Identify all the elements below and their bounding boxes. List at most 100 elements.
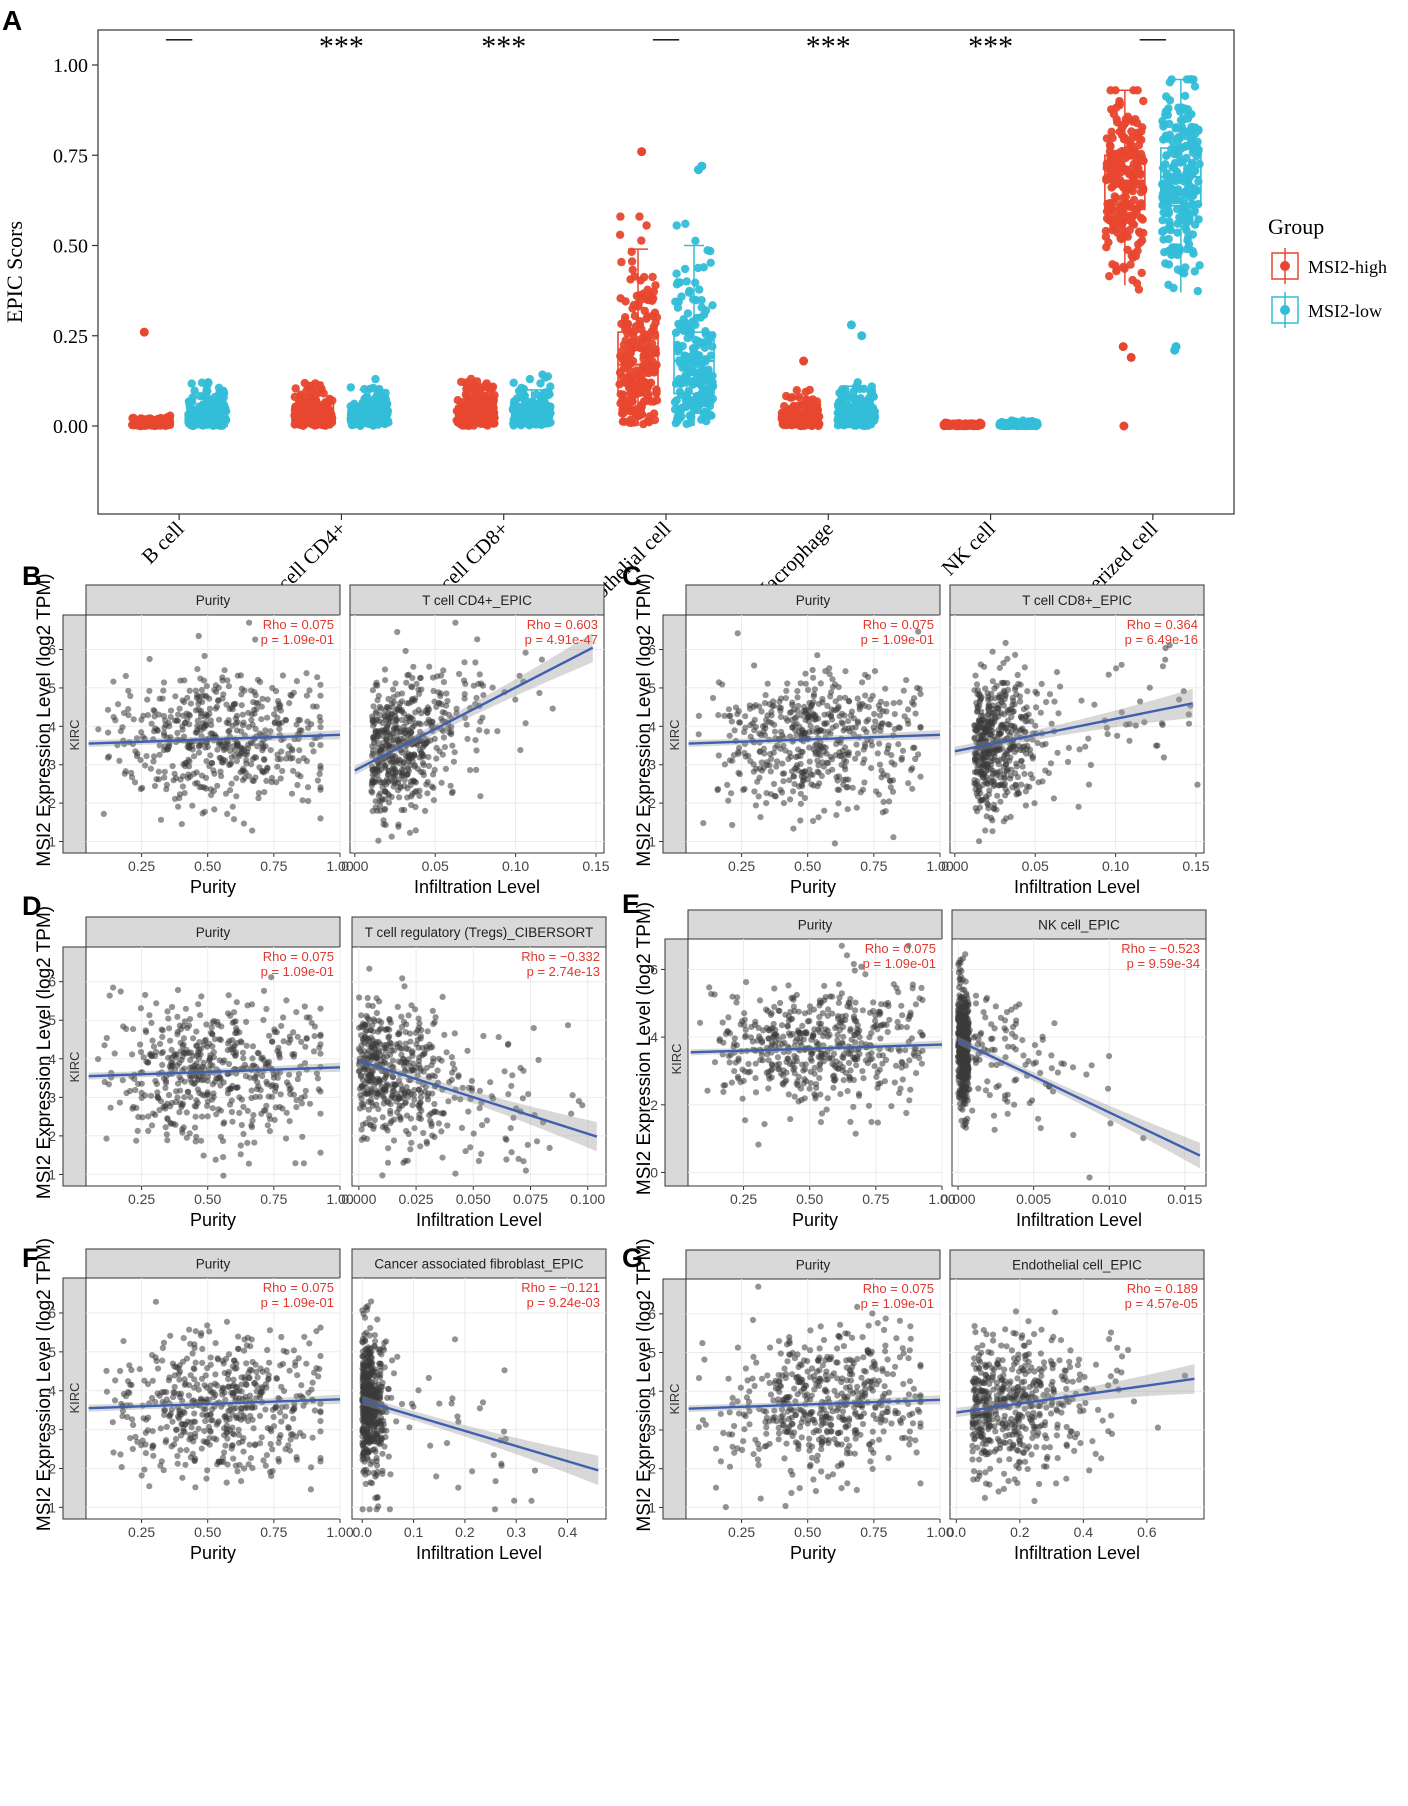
scatter-point <box>522 649 529 656</box>
scatter-point <box>167 707 175 714</box>
scatter-point <box>842 766 849 773</box>
scatter-point <box>1002 639 1009 647</box>
scatter-point <box>984 761 992 768</box>
jitter-point <box>701 330 710 339</box>
scatter-point <box>219 677 226 684</box>
scatter-point <box>440 679 447 686</box>
jitter-point <box>457 398 466 407</box>
scatter-point <box>1047 760 1055 767</box>
scatter-point <box>1011 723 1018 730</box>
scatter-point <box>910 701 917 708</box>
significance-label: *** <box>968 30 1013 63</box>
x-tick-label: 0.10 <box>1102 858 1129 874</box>
p-value-label: p = 1.09e-01 <box>261 632 334 647</box>
scatter-point <box>369 766 376 774</box>
scatter-point <box>824 702 831 710</box>
x-tick-label: NK cell <box>937 516 1001 580</box>
scatter-point <box>177 677 184 684</box>
scatter-point <box>298 1100 305 1107</box>
scatter-point <box>213 688 220 696</box>
jitter-point <box>651 281 660 290</box>
jitter-point <box>794 392 804 402</box>
scatter-point <box>264 764 271 771</box>
x-tick-label: 0.10 <box>502 858 529 874</box>
jitter-point <box>203 387 212 396</box>
scatter-point <box>814 783 821 790</box>
scatter-point <box>147 765 154 772</box>
scatter-point <box>790 788 797 795</box>
scatter-point <box>874 750 881 757</box>
scatter-point <box>174 729 181 737</box>
scatter-point <box>997 729 1005 736</box>
scatter-point <box>791 715 799 722</box>
scatter-point <box>989 648 996 655</box>
scatter-point <box>274 763 281 770</box>
scatter-point <box>381 707 389 715</box>
scatter-point <box>1042 767 1049 774</box>
jitter-point <box>855 384 865 394</box>
scatter-point <box>310 1048 318 1055</box>
rho-label: Rho = 0.603 <box>527 617 598 632</box>
scatter-point <box>239 777 247 784</box>
scatter-point <box>150 1043 158 1050</box>
x-axis-label: Purity <box>190 877 236 897</box>
jitter-point <box>1125 170 1134 179</box>
scatter-point <box>400 770 407 777</box>
scatter-point <box>275 720 282 727</box>
scatter-point <box>175 803 182 810</box>
scatter-point <box>886 798 893 805</box>
scatter-point <box>250 706 258 714</box>
scatter-point <box>1012 686 1019 693</box>
scatter-point <box>771 792 778 800</box>
box-body <box>186 417 228 427</box>
jitter-point <box>673 416 682 426</box>
scatter-point <box>1104 731 1111 738</box>
jitter-point <box>697 415 706 424</box>
x-tick-label: B cell <box>137 516 189 568</box>
facet-title: Purity <box>196 593 231 608</box>
jitter-point <box>786 393 795 402</box>
scatter-point <box>478 680 485 687</box>
jitter-point <box>1114 159 1123 169</box>
jitter-point <box>1174 243 1184 252</box>
legend-label-msi2-low: MSI2-low <box>1308 301 1382 321</box>
p-value-label: p = 6.49e-16 <box>1125 632 1198 647</box>
scatter-point <box>294 781 301 789</box>
scatter-point <box>122 672 129 680</box>
rho-label: Rho = 0.075 <box>263 617 334 632</box>
scatter-point <box>815 814 822 821</box>
x-tick-label: 0.15 <box>1182 858 1209 874</box>
jitter-point <box>509 378 518 387</box>
scatter-point <box>869 692 876 699</box>
scatter-point <box>715 712 722 719</box>
jitter-point <box>1183 114 1193 123</box>
scatter-point <box>430 797 437 804</box>
scatter-point <box>192 780 199 787</box>
jitter-point <box>685 329 695 338</box>
scatter-point <box>1043 698 1050 706</box>
scatter-point <box>167 714 174 721</box>
scatter-point <box>463 721 470 728</box>
scatter-point <box>170 777 177 784</box>
scatter-point <box>304 718 311 725</box>
scatter-point <box>146 687 153 695</box>
jitter-point <box>805 385 814 395</box>
row-strip-label: KIRC <box>67 719 82 750</box>
jitter-point <box>836 400 846 409</box>
scatter-point <box>806 758 813 765</box>
scatter-point <box>216 716 223 723</box>
jitter-point <box>1182 171 1191 180</box>
scatter-point <box>805 686 812 694</box>
jitter-point <box>634 336 644 345</box>
scatter-point <box>229 706 236 713</box>
scatter-point <box>159 1061 166 1068</box>
scatter-point <box>220 691 227 698</box>
jitter-point <box>672 221 681 230</box>
scatter-point <box>749 720 756 727</box>
scatter-point <box>239 711 246 718</box>
scatter-point <box>131 779 139 786</box>
scatter-point <box>387 711 394 718</box>
scatter-point <box>214 782 221 789</box>
scatter-point <box>971 755 979 762</box>
scatter-point <box>1032 722 1039 729</box>
